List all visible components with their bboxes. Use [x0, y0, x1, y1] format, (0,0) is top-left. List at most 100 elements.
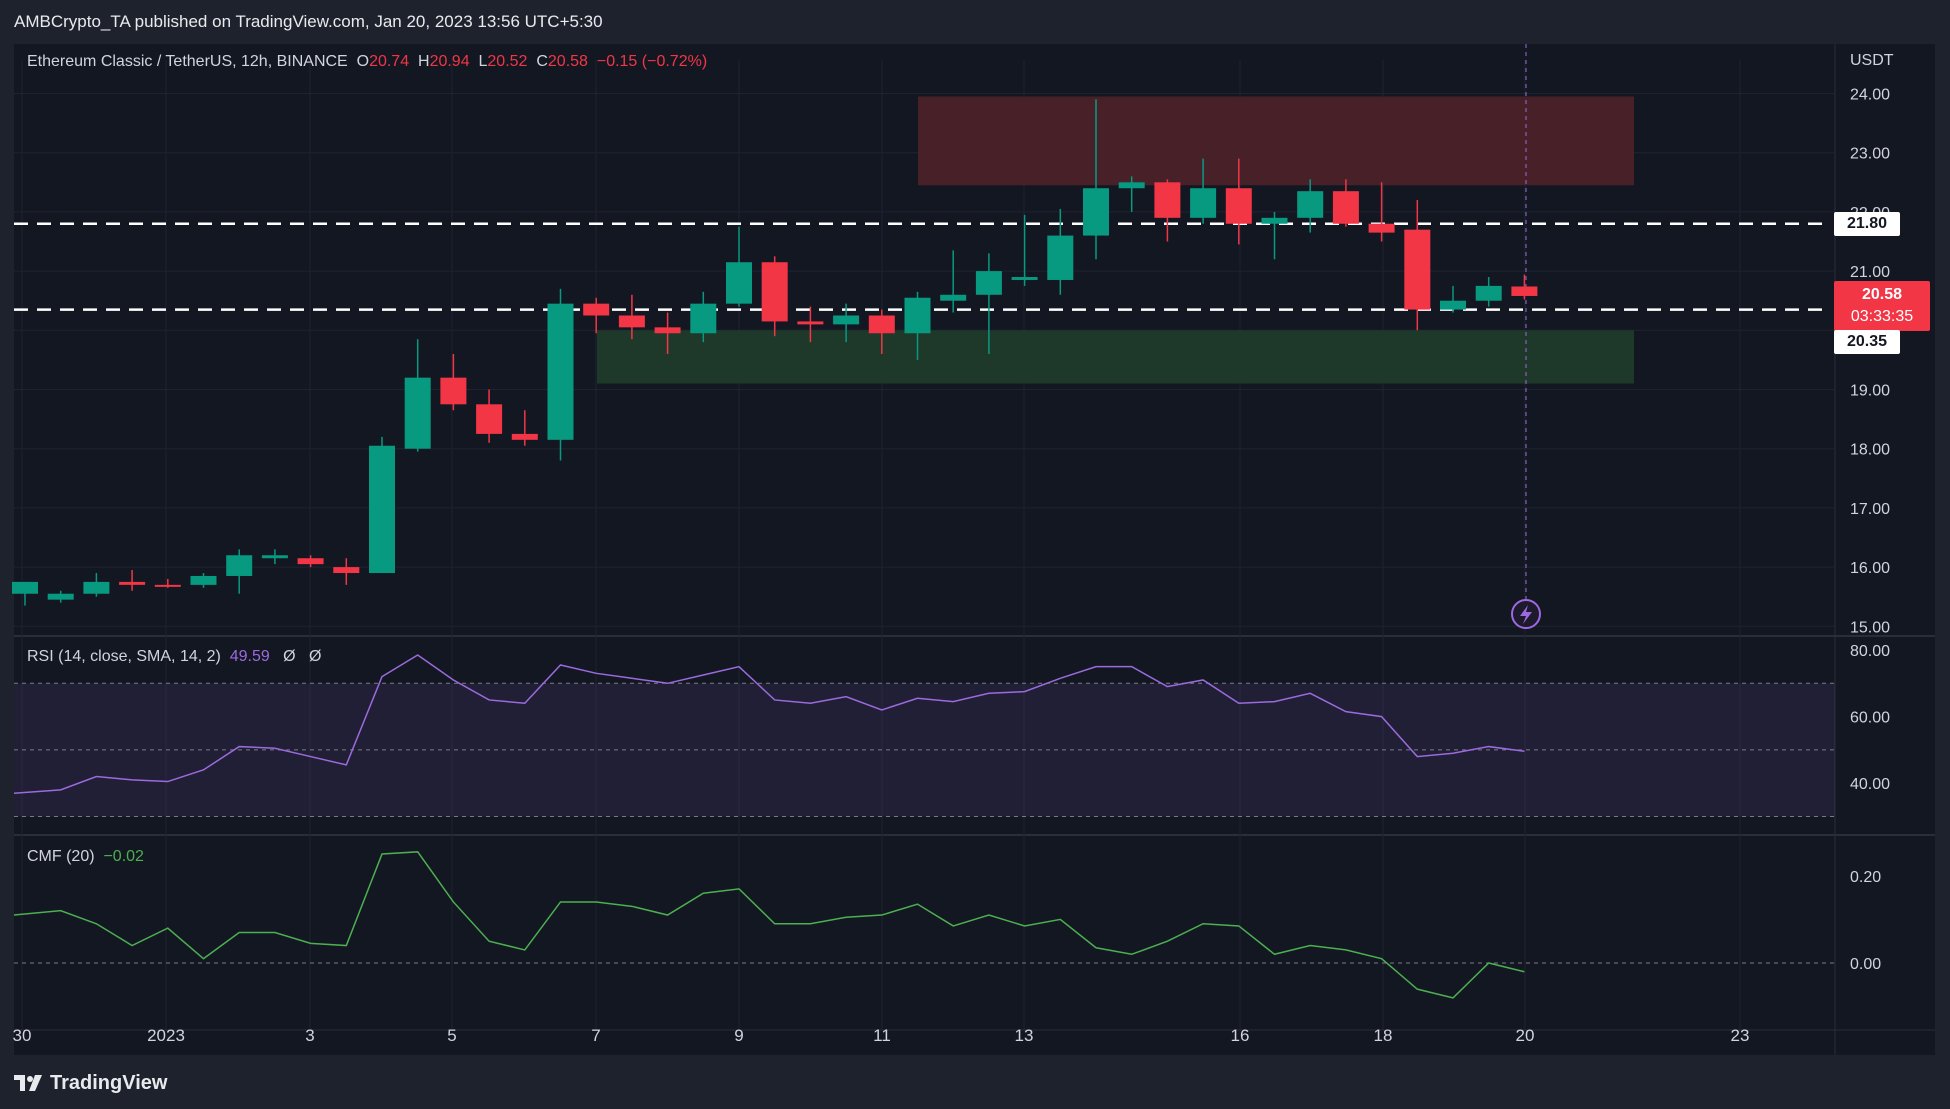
- price-tick-label: 19.00: [1850, 383, 1890, 400]
- price-tick-label: 18.00: [1850, 442, 1890, 459]
- time-tick-label: 5: [447, 1026, 456, 1045]
- demand-zone: [597, 330, 1634, 384]
- candle-body: [1511, 286, 1538, 296]
- cmf-tick-label: 0.00: [1850, 956, 1881, 973]
- cmf-tick-label: 0.20: [1850, 869, 1881, 886]
- candle-body: [583, 303, 610, 316]
- candle-body: [1440, 300, 1466, 310]
- time-tick-label: 23: [1731, 1026, 1750, 1045]
- candle-body: [333, 567, 360, 574]
- rsi-legend: RSI (14, close, SMA, 14, 2) 49.59 Ø Ø: [27, 648, 321, 666]
- candle-body: [1118, 182, 1145, 189]
- candle-body: [440, 377, 467, 405]
- price-tick-label: 15.00: [1850, 619, 1890, 636]
- symbol-legend: Ethereum Classic / TetherUS, 12h, BINANC…: [27, 53, 707, 71]
- candle-body: [833, 315, 860, 325]
- candle-body: [47, 593, 74, 600]
- candle-body: [726, 262, 752, 304]
- candle-body: [690, 303, 717, 334]
- time-tick-label: 18: [1374, 1026, 1393, 1045]
- level-low-tag: 20.35: [1834, 330, 1900, 354]
- candle-body: [1225, 188, 1252, 224]
- time-tick-label: 30: [13, 1026, 32, 1045]
- cmf-legend: CMF (20) −0.02: [27, 848, 144, 866]
- candle-body: [1297, 191, 1324, 218]
- candle-countdown: 03:33:35: [1850, 308, 1914, 325]
- candle-body: [797, 321, 824, 325]
- candle-body: [1261, 217, 1288, 224]
- candle-body: [654, 327, 681, 334]
- symbol-title[interactable]: Ethereum Classic / TetherUS, 12h, BINANC…: [27, 53, 348, 70]
- candle-body: [1475, 285, 1502, 301]
- price-tick-label: 16.00: [1850, 560, 1890, 577]
- time-tick-label: 9: [734, 1026, 743, 1045]
- candle-body: [1011, 277, 1038, 280]
- time-tick-label: 3: [305, 1026, 314, 1045]
- price-tick-label: 17.00: [1850, 501, 1890, 518]
- time-tick-label: 11: [873, 1026, 891, 1045]
- candle-body: [1368, 223, 1395, 233]
- published-caption: AMBCrypto_TA published on TradingView.co…: [14, 12, 603, 31]
- candle-body: [404, 377, 431, 449]
- level-high-tag: 21.80: [1834, 212, 1900, 236]
- rsi-tick-label: 60.00: [1850, 710, 1890, 727]
- low-value: 20.52: [487, 53, 528, 70]
- time-tick-label: 7: [591, 1026, 600, 1045]
- last-price: 20.58: [1861, 286, 1903, 303]
- close-value: 20.58: [547, 53, 588, 70]
- tradingview-logo[interactable]: TradingView: [14, 1072, 167, 1095]
- candle-body: [297, 558, 324, 565]
- candle-body: [975, 271, 1002, 295]
- price-axis-currency: USDT: [1850, 52, 1894, 69]
- candle-body: [154, 584, 181, 587]
- open-label: O: [356, 53, 370, 70]
- open-value: 20.74: [369, 53, 410, 70]
- candle-body: [511, 433, 538, 440]
- last-price-tag: 20.58 03:33:35: [1834, 281, 1930, 331]
- rsi-extra-1: Ø: [283, 648, 296, 665]
- time-tick-label: 13: [1015, 1026, 1034, 1045]
- close-label: C: [536, 53, 548, 70]
- candle-body: [1404, 229, 1431, 310]
- candle-body: [226, 555, 253, 576]
- chart-area[interactable]: [14, 44, 1935, 1055]
- cmf-label[interactable]: CMF (20): [27, 848, 95, 865]
- candle-body: [369, 445, 395, 574]
- publish-bar: AMBCrypto_TA published on TradingView.co…: [0, 0, 1950, 44]
- rsi-label[interactable]: RSI (14, close, SMA, 14, 2): [27, 648, 221, 665]
- candle-body: [1083, 188, 1109, 236]
- candle-body: [476, 404, 503, 434]
- price-tick-label: 24.00: [1850, 87, 1890, 104]
- change-value: −0.15 (−0.72%): [596, 53, 708, 70]
- candle-body: [761, 262, 788, 322]
- candle-body: [940, 294, 967, 301]
- footer: [0, 1055, 1950, 1109]
- candle-body: [1154, 182, 1181, 218]
- time-tick-label: 2023: [147, 1026, 185, 1045]
- candle-body: [868, 315, 895, 334]
- time-tick-label: 16: [1231, 1026, 1250, 1045]
- lightning-glyph: [1520, 605, 1532, 624]
- rsi-value: 49.59: [229, 648, 270, 665]
- candle-body: [547, 303, 574, 440]
- low-label: L: [478, 53, 488, 70]
- cmf-line: [13, 851, 1525, 999]
- candle-body: [904, 297, 931, 334]
- candle-body: [1047, 235, 1074, 280]
- rsi-band-fill: [14, 683, 1835, 817]
- rsi-line: [13, 654, 1525, 794]
- rsi-extra-2: Ø: [308, 648, 322, 665]
- tradingview-logo-icon: [14, 1074, 42, 1091]
- candle-body: [190, 575, 217, 585]
- candle-body: [261, 555, 288, 559]
- supply-zone: [918, 96, 1634, 186]
- cmf-value: −0.02: [103, 848, 144, 865]
- candle-body: [1190, 188, 1217, 218]
- rsi-tick-label: 40.00: [1850, 776, 1890, 793]
- time-tick-label: 20: [1516, 1026, 1535, 1045]
- high-value: 20.94: [429, 53, 470, 70]
- candle-body: [12, 581, 38, 594]
- candle-body: [618, 315, 645, 328]
- price-tick-label: 23.00: [1850, 146, 1890, 163]
